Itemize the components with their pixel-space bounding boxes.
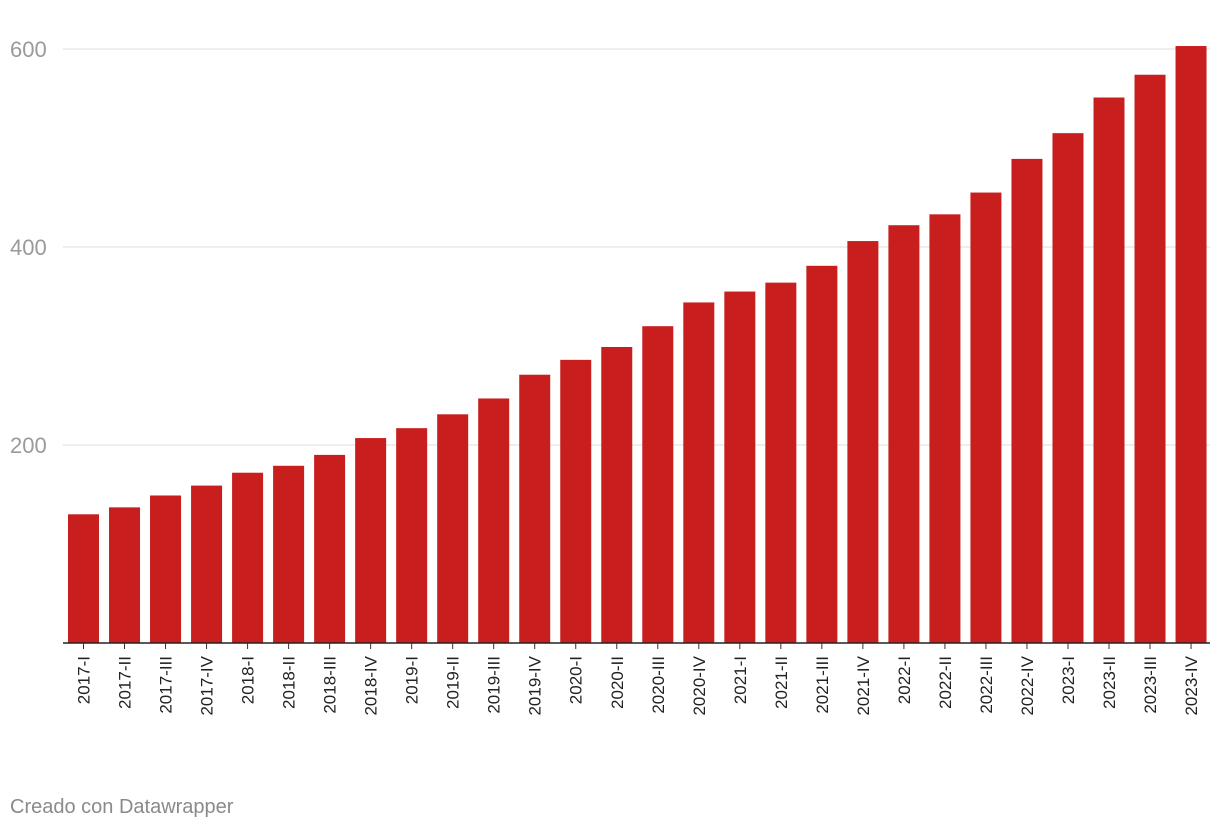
bar-2022-I bbox=[888, 225, 920, 643]
bar-2019-IV bbox=[519, 374, 551, 643]
bar-2017-I bbox=[68, 514, 99, 643]
y-tick-label: 200 bbox=[10, 433, 47, 458]
x-tick-label: 2022-IV bbox=[1018, 655, 1037, 715]
bar-2022-III bbox=[970, 192, 1002, 644]
y-tick-label: 600 bbox=[10, 37, 47, 62]
bars bbox=[68, 46, 1207, 644]
y-axis-ticks: 200 400 600 bbox=[10, 37, 47, 458]
x-tick-label: 2021-IV bbox=[854, 655, 873, 715]
bar-2019-I bbox=[396, 428, 428, 643]
x-tick-label: 2019-IV bbox=[526, 655, 545, 715]
footer-credit: Creado con Datawrapper bbox=[10, 796, 234, 818]
bar-2018-I bbox=[232, 472, 264, 643]
bar-2021-IV bbox=[847, 241, 879, 643]
x-tick-label: 2022-I bbox=[895, 656, 914, 704]
x-tick-label: 2021-I bbox=[731, 656, 750, 704]
x-tick-label: 2018-III bbox=[321, 656, 340, 714]
bar-2017-IV bbox=[191, 485, 223, 643]
bar-2023-I bbox=[1052, 133, 1084, 643]
x-tick-label: 2018-IV bbox=[362, 655, 381, 715]
x-tick-label: 2017-I bbox=[75, 656, 94, 704]
x-tick-label: 2021-II bbox=[772, 656, 791, 709]
bar-2021-I bbox=[724, 291, 756, 643]
x-tick-label: 2020-III bbox=[649, 656, 668, 714]
bar-2020-IV bbox=[683, 302, 715, 643]
x-tick-label: 2019-I bbox=[403, 656, 422, 704]
bar-2020-III bbox=[642, 326, 674, 643]
y-tick-label: 400 bbox=[10, 235, 47, 260]
x-tick-label: 2023-III bbox=[1141, 656, 1160, 714]
bar-2022-IV bbox=[1011, 158, 1043, 643]
x-axis-ticks: 2017-I 2017-II 2017-III 2017-IV 2018-I 2018-I… bbox=[75, 643, 1201, 716]
x-tick-label: 2022-II bbox=[936, 656, 955, 709]
bar-2019-II bbox=[437, 414, 469, 643]
x-tick-label: 2020-II bbox=[608, 656, 627, 709]
bar-2017-III bbox=[150, 495, 182, 643]
x-tick-label: 2019-II bbox=[444, 656, 463, 709]
x-tick-label: 2017-III bbox=[157, 656, 176, 714]
bar-2018-III bbox=[314, 454, 346, 643]
x-tick-label: 2021-III bbox=[813, 656, 832, 714]
bar-2018-II bbox=[273, 465, 305, 643]
bar-2023-IV bbox=[1175, 46, 1207, 643]
x-tick-label: 2017-II bbox=[116, 656, 135, 709]
x-tick-label: 2023-II bbox=[1100, 656, 1119, 709]
x-tick-label: 2018-II bbox=[280, 656, 299, 709]
x-tick-label: 2018-I bbox=[239, 656, 258, 704]
bar-2021-III bbox=[806, 265, 838, 643]
bar-2020-I bbox=[560, 359, 592, 643]
x-tick-label: 2022-III bbox=[977, 656, 996, 714]
bar-2021-II bbox=[765, 282, 797, 643]
bar-2022-II bbox=[929, 214, 961, 643]
x-tick-label: 2020-IV bbox=[690, 655, 709, 715]
x-tick-label: 2023-IV bbox=[1182, 655, 1201, 715]
x-tick-label: 2020-I bbox=[567, 656, 586, 704]
bar-2019-III bbox=[478, 398, 510, 643]
bar-2018-IV bbox=[355, 438, 387, 643]
x-tick-label: 2023-I bbox=[1059, 656, 1078, 704]
x-tick-label: 2019-III bbox=[485, 656, 504, 714]
bar-2023-II bbox=[1093, 97, 1125, 643]
bar-2020-II bbox=[601, 346, 633, 643]
x-tick-label: 2017-IV bbox=[198, 655, 217, 715]
bar-2017-II bbox=[109, 507, 141, 643]
bar-2023-III bbox=[1134, 74, 1166, 644]
